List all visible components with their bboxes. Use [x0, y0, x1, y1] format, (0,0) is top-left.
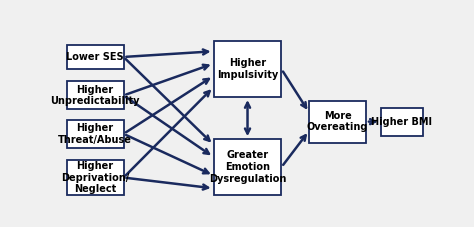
FancyBboxPatch shape [66, 160, 124, 195]
Text: More
Overeating: More Overeating [307, 111, 368, 132]
FancyBboxPatch shape [66, 120, 124, 148]
FancyBboxPatch shape [213, 139, 282, 195]
Text: Higher BMI: Higher BMI [371, 117, 432, 127]
FancyBboxPatch shape [66, 45, 124, 69]
FancyBboxPatch shape [66, 81, 124, 109]
Text: Lower SES: Lower SES [66, 52, 124, 62]
FancyBboxPatch shape [309, 101, 366, 143]
Text: Higher
Deprivation/
Neglect: Higher Deprivation/ Neglect [61, 161, 129, 194]
Text: Greater
Emotion
Dysregulation: Greater Emotion Dysregulation [209, 151, 286, 184]
Text: Higher
Unpredictability: Higher Unpredictability [50, 85, 140, 106]
FancyBboxPatch shape [213, 41, 282, 97]
Text: Higher
Impulsivity: Higher Impulsivity [217, 58, 278, 80]
Text: Higher
Threat/Abuse: Higher Threat/Abuse [58, 123, 132, 145]
FancyBboxPatch shape [381, 108, 423, 136]
